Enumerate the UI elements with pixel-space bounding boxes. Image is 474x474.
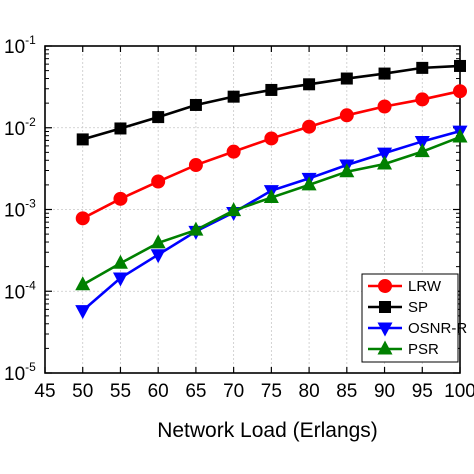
data-point-lrw [302,119,317,134]
data-point-psr [377,155,393,170]
data-point-osnr-r [377,147,393,162]
data-point-psr [226,202,242,217]
data-point-sp [416,61,429,74]
data-point-sp [454,59,466,72]
data-point-lrw [415,92,430,107]
data-point-sp [114,122,127,135]
data-point-psr [150,234,166,249]
series-sp [76,59,466,146]
x-tick-label: 100 [444,381,474,402]
data-point-sp [189,98,202,111]
x-tick-labels: 45 50 55 60 65 70 75 80 85 90 95 100 [34,381,474,402]
data-point-psr [414,143,430,158]
data-point-psr [452,128,468,143]
x-tick-label: 90 [374,381,395,402]
data-point-psr [75,276,91,291]
axis-ticks [44,45,461,374]
x-tick-label: 65 [185,381,206,402]
y-tick-labels: 10-5 10-4 10-3 10-2 10-1 [4,33,36,385]
data-point-lrw [453,84,467,99]
x-tick-label: 85 [336,381,357,402]
data-point-osnr-r [150,249,166,264]
data-point-sp [76,133,89,146]
data-point-psr [188,221,204,236]
data-point-psr [301,176,317,191]
data-point-psr [339,163,355,178]
legend-marker-sp [379,301,391,313]
legend: LRW SP OSNR-R PSR [361,273,467,363]
legend-marker-lrw [378,279,392,293]
series-psr [75,128,468,291]
data-point-lrw [339,108,354,123]
x-tick-label: 50 [72,381,93,402]
y-tick-label: 10-4 [4,278,36,303]
legend-marker-osnr-r [377,322,393,337]
legend-box [361,273,459,363]
data-point-sp [152,111,165,124]
data-point-sp [265,83,278,96]
legend-marker-psr [377,340,393,355]
data-point-osnr-r [414,135,430,150]
legend-label-lrw: LRW [408,278,442,295]
x-tick-label: 95 [412,381,433,402]
x-tick-label: 75 [261,381,282,402]
data-point-osnr-r [112,272,128,287]
y-tick-label: 10-5 [4,360,36,385]
x-tick-label: 80 [299,381,320,402]
data-point-lrw [264,131,279,146]
data-point-sp [340,72,353,85]
data-point-lrw [377,99,392,114]
series-layer [75,59,468,320]
data-point-lrw [75,211,90,226]
x-tick-label: 45 [34,381,55,402]
data-point-lrw [151,174,166,189]
y-tick-label: 10-3 [4,197,36,222]
x-tick-label: 70 [223,381,244,402]
data-point-lrw [226,144,241,159]
y-tick-label: 10-1 [4,33,36,58]
x-tick-label: 55 [110,381,131,402]
x-tick-label: 60 [148,381,169,402]
x-axis-title: Network Load (Erlangs) [157,419,378,442]
y-tick-label: 10-2 [4,115,36,140]
data-point-psr [263,189,279,204]
series-lrw [75,84,467,226]
data-point-sp [378,67,391,80]
data-point-sp [227,90,240,103]
legend-label-psr: PSR [408,341,439,358]
data-point-lrw [113,191,128,206]
legend-label-sp: SP [408,299,428,316]
data-point-lrw [188,158,203,173]
data-point-osnr-r [75,305,91,320]
data-point-psr [112,254,128,269]
data-point-sp [303,78,316,91]
legend-label-osnr-r: OSNR-R [408,320,467,337]
